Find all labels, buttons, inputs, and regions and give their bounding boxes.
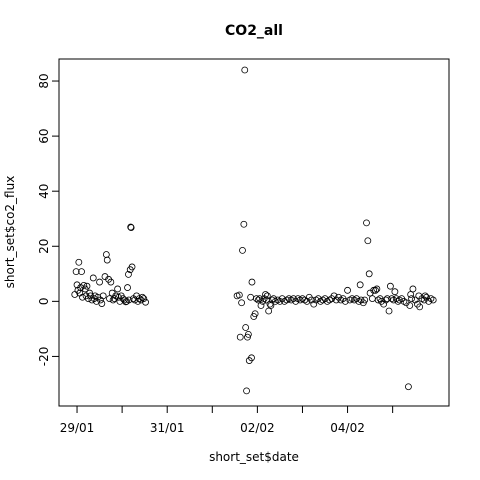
data-point	[303, 297, 311, 305]
y-axis: -20 0 20 40 60 80	[37, 73, 59, 366]
data-point	[127, 223, 135, 231]
data-point	[421, 292, 429, 300]
data-point	[330, 292, 338, 300]
data-point	[344, 286, 351, 294]
data-point	[244, 333, 251, 341]
data-point	[361, 296, 369, 304]
data-point	[363, 219, 370, 227]
data-point	[411, 296, 419, 304]
data-point	[238, 299, 246, 307]
x-tick-label: 29/01	[60, 421, 95, 435]
y-tick-label: 20	[37, 239, 51, 254]
data-point	[102, 251, 110, 258]
y-tick-label: 0	[37, 298, 51, 306]
data-point	[103, 256, 111, 264]
data-point	[135, 295, 143, 302]
plot-area-frame	[58, 58, 450, 407]
data-point	[98, 300, 106, 307]
data-point	[248, 354, 255, 362]
data-point	[408, 295, 415, 302]
data-point	[80, 281, 88, 289]
data-point	[372, 286, 379, 294]
data-point	[268, 296, 276, 304]
data-point	[243, 387, 250, 395]
data-point	[405, 383, 412, 391]
data-point	[370, 286, 378, 294]
data-point	[409, 285, 417, 293]
data-point	[244, 330, 252, 338]
data-point	[407, 291, 415, 298]
data-point	[142, 298, 149, 306]
data-point	[240, 220, 248, 228]
data-point	[263, 292, 271, 300]
data-point	[247, 293, 255, 301]
data-point	[423, 293, 430, 301]
data-point	[236, 333, 244, 341]
data-point	[124, 284, 131, 291]
data-point	[248, 278, 256, 286]
data-points	[71, 66, 437, 395]
data-point	[125, 270, 132, 278]
data-point	[385, 307, 393, 315]
y-tick-label: 60	[37, 128, 51, 143]
data-point	[262, 291, 269, 298]
data-point	[368, 295, 376, 302]
data-point	[257, 302, 265, 309]
data-point	[72, 268, 80, 276]
data-point	[242, 324, 250, 331]
chart-title: CO2_all	[225, 23, 283, 39]
data-point	[107, 278, 115, 286]
data-point	[380, 300, 388, 308]
y-axis-label: short_set$co2_flux	[3, 176, 17, 289]
data-point	[139, 293, 146, 301]
x-tick-label: 02/02	[240, 421, 275, 435]
y-tick-label: -20	[37, 347, 51, 367]
data-point	[253, 295, 260, 302]
data-point	[75, 258, 83, 266]
data-point	[127, 224, 135, 231]
data-point	[99, 292, 107, 300]
data-point	[364, 237, 372, 245]
data-point	[251, 310, 259, 318]
data-point	[406, 302, 414, 309]
data-point	[416, 303, 424, 311]
data-point	[241, 66, 249, 74]
data-point	[239, 247, 246, 254]
data-point	[83, 282, 91, 290]
data-point	[308, 296, 315, 304]
data-point	[373, 285, 381, 293]
data-point	[128, 263, 136, 271]
data-point	[391, 288, 399, 296]
data-point	[140, 295, 148, 302]
data-point	[374, 296, 382, 304]
x-tick-label: 04/02	[330, 421, 365, 435]
x-axis-label: short_set$date	[209, 450, 299, 464]
y-tick-label: 40	[37, 184, 51, 199]
data-point	[341, 297, 349, 305]
x-axis: 29/01 31/01 02/02 04/02	[60, 406, 394, 435]
data-point	[265, 307, 273, 315]
data-point	[383, 295, 391, 302]
data-point	[310, 300, 318, 308]
data-point	[114, 285, 122, 293]
data-point	[365, 270, 373, 278]
data-point	[86, 289, 94, 297]
data-point	[78, 268, 85, 276]
data-point	[388, 295, 396, 302]
data-point	[429, 296, 437, 304]
data-point	[89, 274, 97, 282]
data-point	[96, 278, 103, 286]
x-tick-label: 31/01	[150, 421, 185, 435]
data-point	[106, 295, 113, 302]
data-point	[235, 291, 243, 299]
data-point	[356, 281, 364, 289]
y-tick-label: 80	[37, 73, 51, 88]
data-point	[266, 300, 274, 308]
data-point	[386, 282, 394, 290]
